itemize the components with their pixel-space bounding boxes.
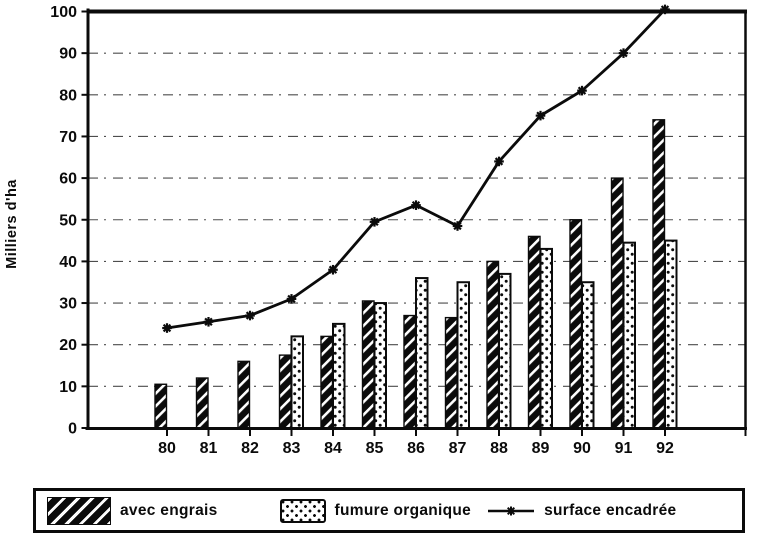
x-tick-label: 83 [283,440,301,457]
y-tick-label: 40 [59,254,77,271]
bars-dots [290,239,678,429]
legend-label-avec-engrais: avec engrais [120,501,218,519]
x-tick-label: 89 [532,440,550,457]
bar-dots-87 [456,281,470,429]
y-tick-label: 100 [50,4,77,21]
asterisk-marker-91 [618,48,629,58]
x-tick-label: 92 [656,440,674,457]
asterisk-marker-83 [286,294,297,304]
y-axis-labels: 0 10 20 30 40 50 60 70 80 90 100 [50,4,88,438]
dots-swatch-icon [279,498,326,523]
asterisk-marker-82 [245,310,255,321]
y-tick-label: 70 [59,129,77,146]
bar-hatch-81 [195,377,209,429]
asterisk-marker-90 [577,85,587,96]
bar-hatch-89 [527,235,541,429]
asterisk-marker-92 [660,4,670,15]
asterisk-marker-84 [328,264,338,275]
y-tick-label: 0 [68,421,77,438]
bar-hatch-92 [652,119,666,429]
bar-dots-85 [373,302,387,429]
bar-hatch-85 [361,300,375,429]
bar-hatch-90 [569,219,583,429]
asterisk-marker-89 [535,110,546,121]
legend-label-surface-encadree: surface encadrée [544,501,677,519]
line-series-surface-encadree [162,4,670,333]
asterisk-marker-88 [494,156,504,167]
x-tick-label: 80 [158,440,176,457]
asterisk-marker-85 [369,217,380,227]
bar-dots-91 [622,241,636,429]
y-tick-label: 90 [59,46,77,63]
asterisk-marker-80 [162,323,172,333]
x-axis-labels: 80 81 82 83 84 85 86 87 88 89 90 91 92 [158,429,747,457]
bar-hatch-87 [444,316,458,429]
bar-dots-86 [415,277,429,429]
y-tick-label: 20 [59,337,77,354]
hatch-swatch-icon [47,496,111,525]
bar-dots-90 [581,281,595,429]
x-tick-label: 85 [366,440,384,457]
bar-dots-89 [539,247,553,429]
bar-hatch-84 [320,335,334,429]
y-tick-label: 30 [59,296,77,313]
y-tick-label: 10 [59,379,77,396]
asterisk-marker-87 [452,221,463,231]
bar-hatch-91 [610,177,624,429]
asterisk-marker-81 [203,316,214,327]
y-tick-label: 60 [59,171,77,188]
legend-label-fumure-organique: fumure organique [334,501,472,519]
chart-legend: avec engrais fumure organique surface en… [33,488,745,533]
bar-dots-88 [498,272,512,429]
x-tick-label: 91 [615,440,633,457]
x-tick-label: 81 [200,440,218,457]
bar-hatch-83 [278,354,292,429]
y-tick-label: 80 [59,87,77,104]
bar-hatch-86 [403,314,417,429]
bar-hatch-82 [237,360,251,429]
line-marker-swatch-icon [488,506,535,515]
x-tick-label: 87 [449,440,467,457]
x-tick-label: 82 [241,440,259,457]
bar-hatch-80 [154,383,168,429]
x-tick-label: 86 [407,440,425,457]
bar-dots-92 [664,239,678,429]
x-tick-label: 90 [573,440,591,457]
asterisk-marker-86 [411,200,421,210]
y-tick-label: 50 [59,212,77,229]
bar-hatch-88 [486,260,500,429]
fertilized-area-chart: 0 10 20 30 40 50 60 70 80 90 100 80 81 82 83 84 85 86 87 88… [4,4,747,457]
x-tick-label: 84 [324,440,342,457]
y-axis-title: Milliers d'ha [4,179,20,269]
bar-dots-84 [332,322,346,429]
bar-dots-83 [290,335,304,429]
x-tick-label: 88 [490,440,508,457]
